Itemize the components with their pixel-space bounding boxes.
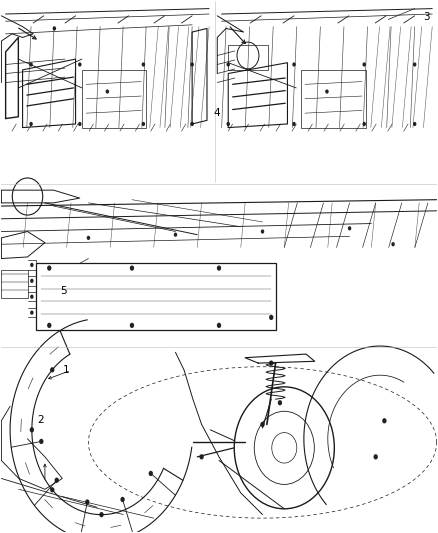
- Circle shape: [292, 62, 296, 67]
- Text: 4: 4: [213, 108, 220, 118]
- Bar: [82, 70, 145, 127]
- Circle shape: [30, 295, 34, 299]
- Circle shape: [413, 122, 417, 126]
- Circle shape: [29, 62, 33, 67]
- Circle shape: [374, 454, 378, 459]
- Text: 5: 5: [60, 286, 67, 296]
- Circle shape: [269, 315, 273, 320]
- Circle shape: [191, 122, 194, 126]
- Circle shape: [39, 439, 43, 444]
- Circle shape: [78, 122, 81, 126]
- Circle shape: [141, 62, 145, 67]
- Circle shape: [292, 122, 296, 126]
- Circle shape: [278, 400, 282, 406]
- Circle shape: [391, 242, 395, 246]
- Circle shape: [363, 122, 366, 126]
- Bar: [36, 263, 276, 330]
- Circle shape: [99, 512, 104, 518]
- Circle shape: [47, 265, 51, 271]
- Circle shape: [30, 279, 34, 283]
- Circle shape: [30, 263, 34, 267]
- Bar: [1, 270, 28, 298]
- Circle shape: [217, 322, 221, 328]
- Circle shape: [30, 311, 34, 315]
- Circle shape: [87, 236, 90, 240]
- Circle shape: [120, 497, 125, 502]
- Text: 3: 3: [423, 12, 429, 22]
- Circle shape: [85, 499, 89, 505]
- Circle shape: [226, 122, 230, 126]
- Circle shape: [50, 367, 54, 373]
- Circle shape: [191, 62, 194, 67]
- Circle shape: [269, 360, 273, 366]
- Bar: [300, 70, 367, 127]
- Circle shape: [130, 265, 134, 271]
- Circle shape: [106, 90, 109, 94]
- Circle shape: [50, 487, 54, 492]
- Circle shape: [130, 322, 134, 328]
- Text: 1: 1: [63, 365, 69, 375]
- Bar: [228, 45, 268, 70]
- Circle shape: [148, 471, 153, 476]
- Circle shape: [261, 229, 264, 233]
- Circle shape: [53, 26, 56, 30]
- Circle shape: [199, 454, 204, 459]
- Circle shape: [363, 62, 366, 67]
- Circle shape: [217, 265, 221, 271]
- Circle shape: [141, 122, 145, 126]
- Circle shape: [413, 62, 417, 67]
- Circle shape: [226, 62, 230, 67]
- Circle shape: [55, 478, 59, 483]
- Circle shape: [29, 122, 33, 126]
- Circle shape: [348, 226, 351, 230]
- Circle shape: [174, 232, 177, 237]
- Circle shape: [382, 418, 387, 423]
- Circle shape: [325, 90, 328, 94]
- Circle shape: [78, 62, 81, 67]
- Text: 2: 2: [37, 415, 44, 425]
- Circle shape: [260, 422, 265, 427]
- Circle shape: [30, 427, 34, 432]
- Circle shape: [47, 322, 51, 328]
